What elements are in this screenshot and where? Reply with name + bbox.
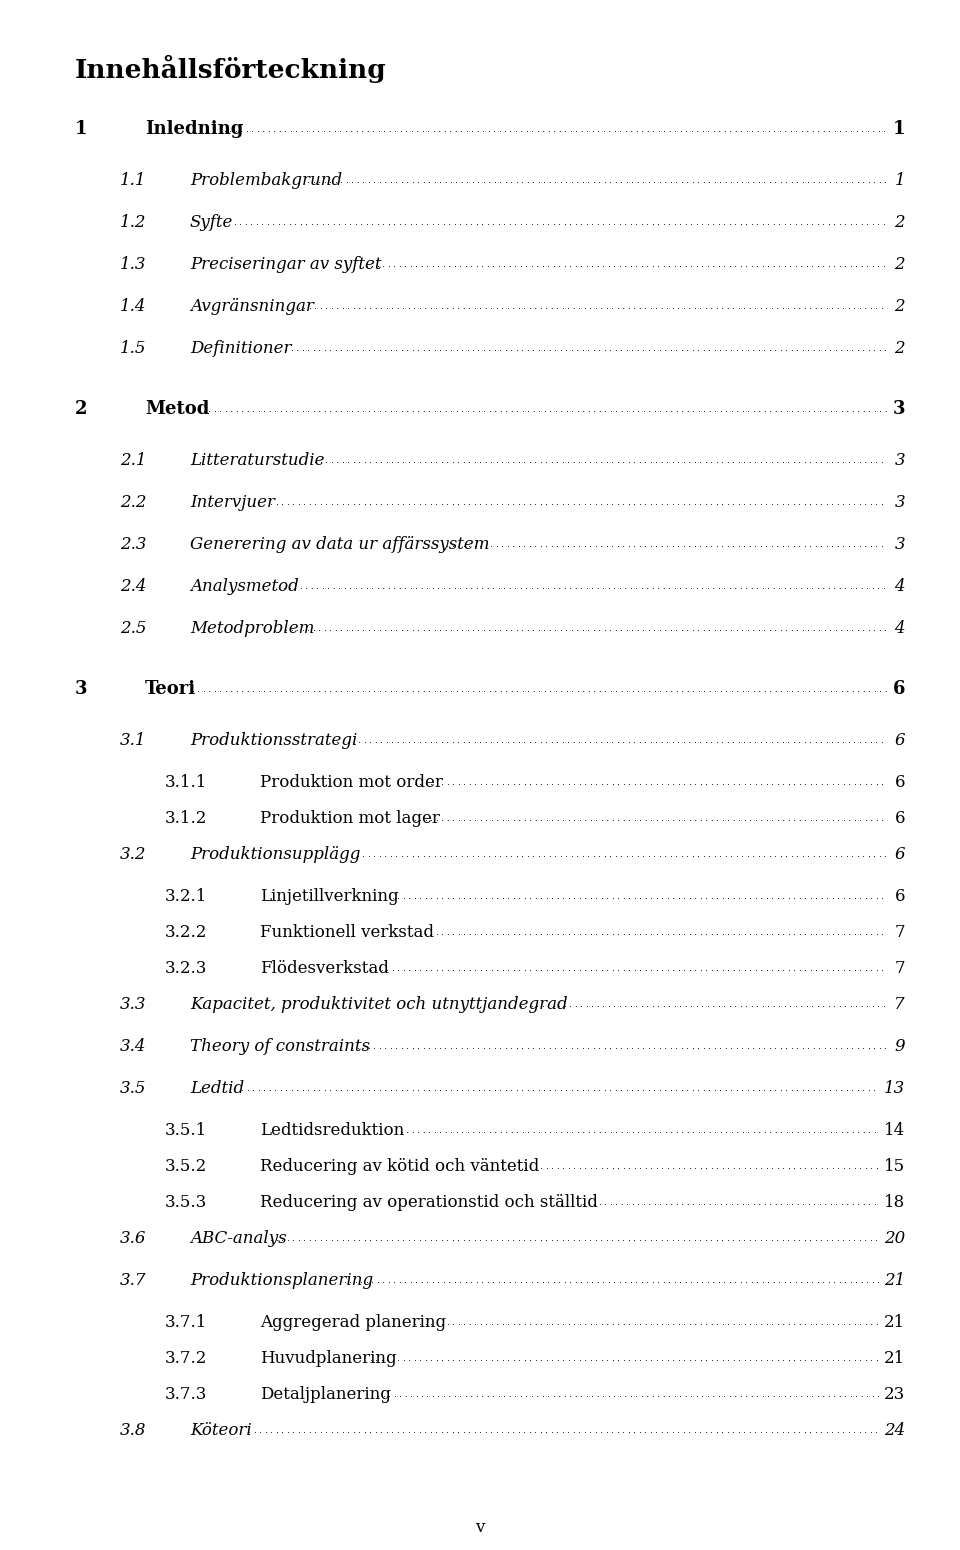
- Text: Ledtid: Ledtid: [190, 1080, 244, 1097]
- Text: 2.4: 2.4: [120, 578, 147, 595]
- Text: Metodproblem: Metodproblem: [190, 620, 314, 637]
- Text: Huvudplanering: Huvudplanering: [260, 1350, 396, 1367]
- Text: 9: 9: [895, 1038, 905, 1056]
- Text: 2.3: 2.3: [120, 536, 147, 553]
- Text: Reducering av kötid och väntetid: Reducering av kötid och väntetid: [260, 1158, 540, 1175]
- Text: v: v: [475, 1519, 485, 1536]
- Text: 3.4: 3.4: [120, 1038, 147, 1056]
- Text: 3: 3: [75, 680, 87, 698]
- Text: 2.2: 2.2: [120, 494, 147, 512]
- Text: 4: 4: [895, 578, 905, 595]
- Text: 3.2.2: 3.2.2: [165, 924, 207, 941]
- Text: 1.3: 1.3: [120, 256, 147, 273]
- Text: 7: 7: [895, 924, 905, 941]
- Text: 3.1.1: 3.1.1: [165, 773, 207, 791]
- Text: 7: 7: [895, 997, 905, 1014]
- Text: Funktionell verkstad: Funktionell verkstad: [260, 924, 434, 941]
- Text: Litteraturstudie: Litteraturstudie: [190, 453, 324, 470]
- Text: 3.7.1: 3.7.1: [165, 1314, 207, 1331]
- Text: 1.1: 1.1: [120, 172, 147, 189]
- Text: 15: 15: [884, 1158, 905, 1175]
- Text: Produktionsplanering: Produktionsplanering: [190, 1273, 373, 1290]
- Text: Aggregerad planering: Aggregerad planering: [260, 1314, 446, 1331]
- Text: 3: 3: [895, 494, 905, 512]
- Text: 20: 20: [884, 1231, 905, 1248]
- Text: Preciseringar av syftet: Preciseringar av syftet: [190, 256, 381, 273]
- Text: 2: 2: [75, 400, 87, 419]
- Text: Generering av data ur affärssystem: Generering av data ur affärssystem: [190, 536, 490, 553]
- Text: Syfte: Syfte: [190, 214, 233, 231]
- Text: 3.8: 3.8: [120, 1421, 147, 1438]
- Text: Metod: Metod: [145, 400, 209, 419]
- Text: Produktionsstrategi: Produktionsstrategi: [190, 732, 357, 749]
- Text: 3.7.2: 3.7.2: [165, 1350, 207, 1367]
- Text: 3.6: 3.6: [120, 1231, 147, 1248]
- Text: 6: 6: [895, 773, 905, 791]
- Text: 3: 3: [895, 536, 905, 553]
- Text: 2.5: 2.5: [120, 620, 147, 637]
- Text: Detaljplanering: Detaljplanering: [260, 1386, 391, 1403]
- Text: Flödesverkstad: Flödesverkstad: [260, 959, 389, 977]
- Text: Kapacitet, produktivitet och utnyttjandegrad: Kapacitet, produktivitet och utnyttjande…: [190, 997, 567, 1014]
- Text: 3.7: 3.7: [120, 1273, 147, 1290]
- Text: 6: 6: [895, 811, 905, 828]
- Text: 3.5.2: 3.5.2: [165, 1158, 207, 1175]
- Text: 3.5.3: 3.5.3: [165, 1194, 207, 1211]
- Text: Teori: Teori: [145, 680, 196, 698]
- Text: 4: 4: [895, 620, 905, 637]
- Text: 3.3: 3.3: [120, 997, 147, 1014]
- Text: 3.5.1: 3.5.1: [165, 1122, 207, 1139]
- Text: 3.5: 3.5: [120, 1080, 147, 1097]
- Text: Produktion mot lager: Produktion mot lager: [260, 811, 440, 828]
- Text: Inledning: Inledning: [145, 119, 244, 138]
- Text: 6: 6: [895, 888, 905, 905]
- Text: Köteori: Köteori: [190, 1421, 252, 1438]
- Text: 2: 2: [895, 214, 905, 231]
- Text: 7: 7: [895, 959, 905, 977]
- Text: 3: 3: [893, 400, 905, 419]
- Text: 3.7.3: 3.7.3: [165, 1386, 207, 1403]
- Text: 13: 13: [884, 1080, 905, 1097]
- Text: 1.4: 1.4: [120, 298, 147, 315]
- Text: 24: 24: [884, 1421, 905, 1438]
- Text: Produktion mot order: Produktion mot order: [260, 773, 443, 791]
- Text: 18: 18: [884, 1194, 905, 1211]
- Text: 6: 6: [895, 846, 905, 863]
- Text: Theory of constraints: Theory of constraints: [190, 1038, 370, 1056]
- Text: 3.2.1: 3.2.1: [165, 888, 207, 905]
- Text: Ledtidsreduktion: Ledtidsreduktion: [260, 1122, 404, 1139]
- Text: Intervjuer: Intervjuer: [190, 494, 275, 512]
- Text: 1: 1: [75, 119, 87, 138]
- Text: Produktionsupplägg: Produktionsupplägg: [190, 846, 360, 863]
- Text: Avgränsningar: Avgränsningar: [190, 298, 314, 315]
- Text: 3.1: 3.1: [120, 732, 147, 749]
- Text: Problembakgrund: Problembakgrund: [190, 172, 342, 189]
- Text: 6: 6: [895, 732, 905, 749]
- Text: ABC-analys: ABC-analys: [190, 1231, 287, 1248]
- Text: 3.2: 3.2: [120, 846, 147, 863]
- Text: 1: 1: [893, 119, 905, 138]
- Text: 2: 2: [895, 298, 905, 315]
- Text: 23: 23: [884, 1386, 905, 1403]
- Text: 14: 14: [884, 1122, 905, 1139]
- Text: 21: 21: [884, 1314, 905, 1331]
- Text: 6: 6: [893, 680, 905, 698]
- Text: 21: 21: [884, 1273, 905, 1290]
- Text: 2.1: 2.1: [120, 453, 147, 470]
- Text: 3.2.3: 3.2.3: [165, 959, 207, 977]
- Text: Definitioner: Definitioner: [190, 339, 292, 356]
- Text: 3.1.2: 3.1.2: [165, 811, 207, 828]
- Text: 1: 1: [895, 172, 905, 189]
- Text: Innehållsförteckning: Innehållsförteckning: [75, 54, 387, 84]
- Text: 1.5: 1.5: [120, 339, 147, 356]
- Text: Analysmetod: Analysmetod: [190, 578, 299, 595]
- Text: 2: 2: [895, 339, 905, 356]
- Text: 2: 2: [895, 256, 905, 273]
- Text: 1.2: 1.2: [120, 214, 147, 231]
- Text: 3: 3: [895, 453, 905, 470]
- Text: 21: 21: [884, 1350, 905, 1367]
- Text: Reducering av operationstid och ställtid: Reducering av operationstid och ställtid: [260, 1194, 598, 1211]
- Text: Linjetillverkning: Linjetillverkning: [260, 888, 398, 905]
